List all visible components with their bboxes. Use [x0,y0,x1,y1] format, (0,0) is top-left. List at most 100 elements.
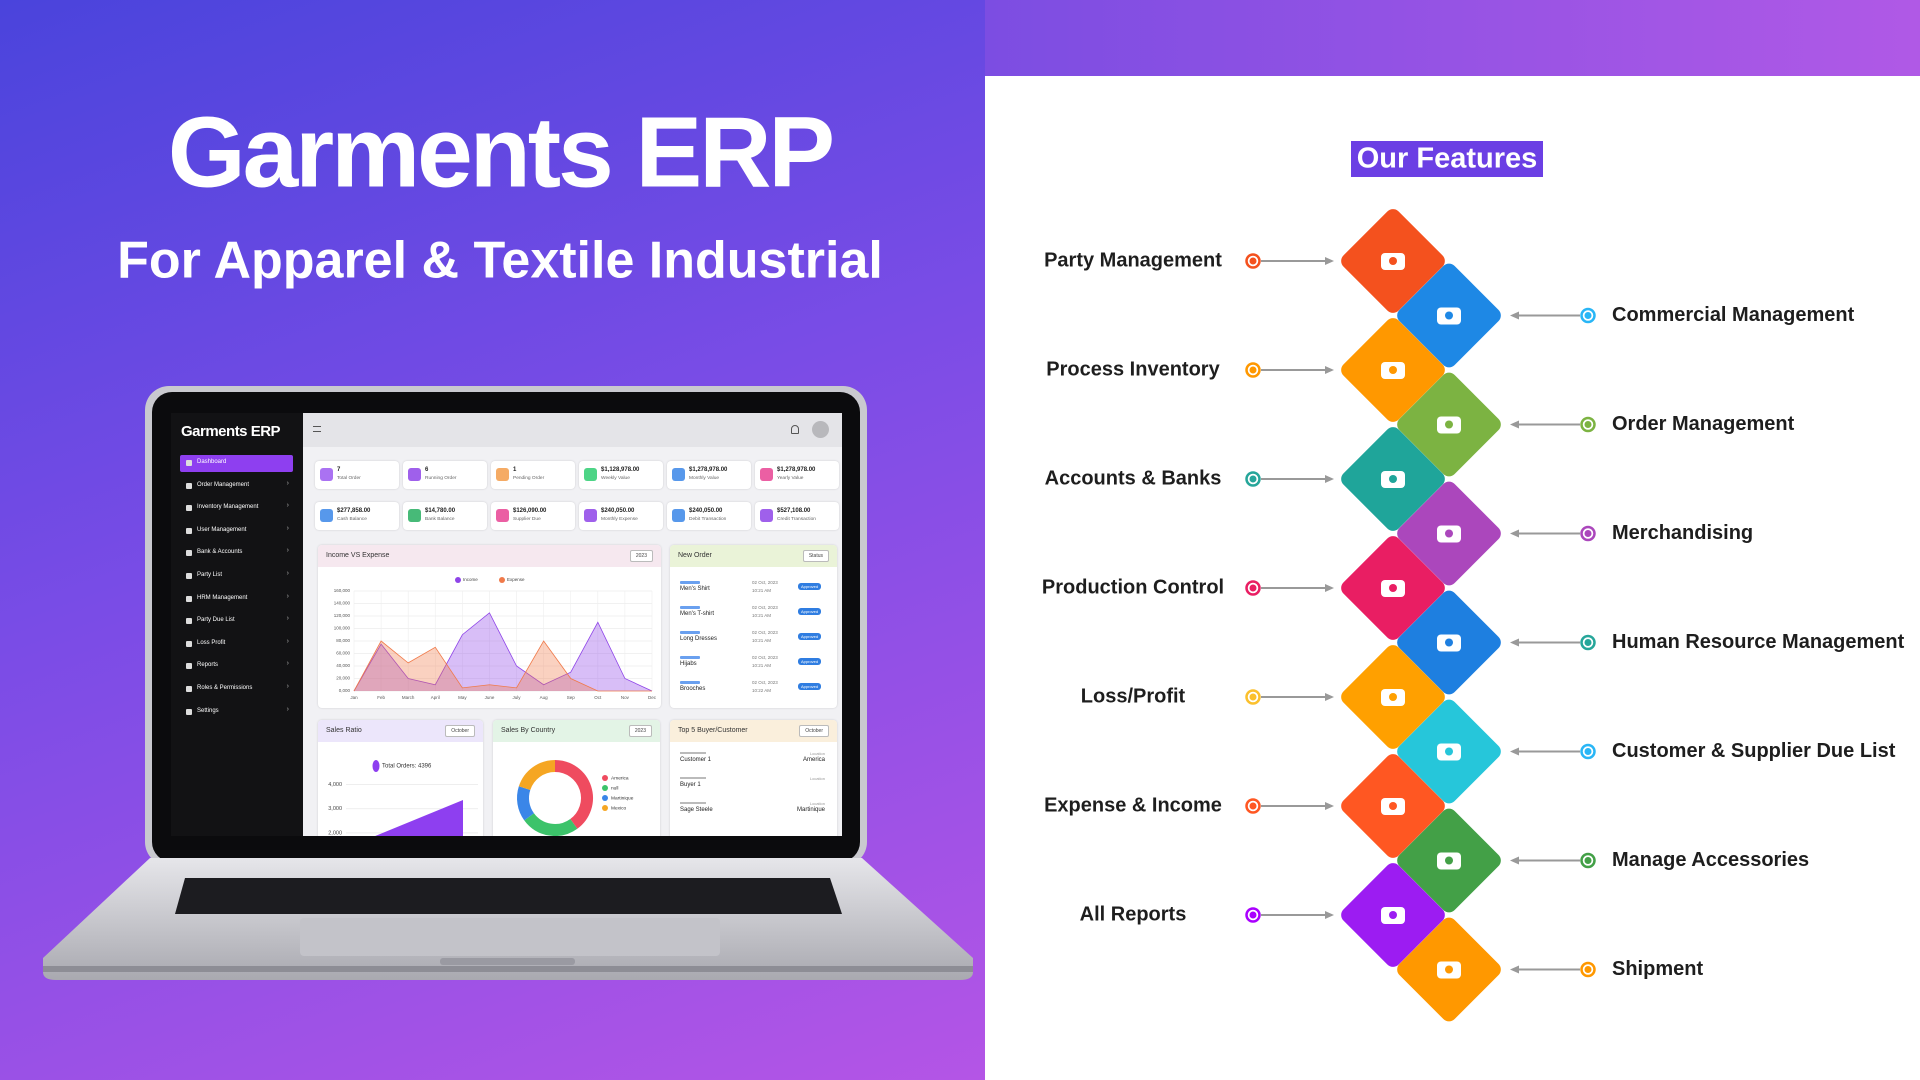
stat-label: Credit Transaction [777,517,816,522]
arrow-head [1325,584,1334,592]
menu-label: Roles & Permissions [197,685,253,691]
country-donut: America null Martinique Mexico [517,760,634,836]
feature-icon [1437,961,1461,979]
feature-label: Party Management [1044,249,1222,271]
dashboard-screen: Garments ERP Dashboard Order Management › In… [171,413,842,836]
panel-filter[interactable]: Status [802,550,829,562]
x-tick-label: June [485,695,495,700]
y-tick-label: 120,000 [334,613,351,618]
panel-filter[interactable]: 2023 [628,725,652,737]
chevron: › [286,637,289,645]
legend-swatch [372,760,380,772]
menu-icon [186,663,192,670]
menu-item[interactable]: Bank & Accounts › [180,545,293,562]
menu-label: Loss Profit [197,639,226,646]
stat-label: Running Order [425,476,457,481]
icon-dot [1445,856,1453,865]
panel-filter[interactable]: October [799,725,829,737]
icon-dot [1445,420,1453,429]
x-tick-label: April [431,695,440,700]
x-tick-label: Sep [567,695,576,700]
stat-value: $277,858.00 [337,508,371,514]
menu-item[interactable]: Order Management › [180,478,293,495]
stat-icon [408,468,421,481]
feature-label: Shipment [1612,958,1703,980]
x-tick-label: Oct [594,695,602,700]
stat-icon [320,509,333,522]
order-time: 10:22 AM [752,688,772,693]
stat-label: Cash Balance [337,517,367,522]
menu-item[interactable]: HRM Management › [180,591,293,608]
panel-title: New Order [678,552,712,559]
arrow-head [1325,911,1334,919]
hero-title: Garments ERP [168,96,833,208]
menu-item[interactable]: Dashboard [180,455,293,472]
stat-card: 6 Running Order [403,461,487,489]
order-time: 10:21 AM [752,588,772,593]
panel-filter[interactable]: October [445,725,475,737]
menu-item[interactable]: Loss Profit › [180,636,293,653]
y-tick-label: 40,000 [336,663,350,668]
menu-item[interactable]: Party List › [180,568,293,585]
x-tick-label: March [402,695,415,700]
stat-value: 6 [425,467,429,473]
menu-item[interactable]: User Management › [180,523,293,540]
menu-icon [186,550,192,557]
menu-icon [186,686,192,692]
stat-icon [320,468,333,481]
x-tick-label: May [458,695,467,700]
buyer-location: Martinique [796,807,825,813]
legend-label: Mexico [611,805,627,811]
order-status: Approved [798,658,822,665]
feature-icon [1381,689,1405,706]
sales-country-panel: Sales By Country 2023 America null Martiniqu… [493,720,660,836]
order-date: 02 Oct, 2023 [752,580,778,585]
legend-swatch [455,577,461,583]
feature-icon [1381,471,1405,488]
location-caption: Location [809,751,825,756]
stat-card: $1,278,978.00 Monthly Value [667,461,751,489]
legend-label: Expense [507,577,525,582]
y-tick-label: 160,000 [334,588,351,593]
avatar [812,421,829,438]
y-tick-label: 3,000 [328,806,342,812]
order-status: Approved [798,683,822,690]
stat-label: Monthly Expense [601,517,638,522]
topbar [303,413,842,447]
stat-icon [408,509,421,522]
panel-filter[interactable]: 2023 [629,550,653,562]
legend-swatch [602,795,608,801]
menu-item[interactable]: Settings › [180,704,293,721]
order-date: 02 Oct, 2023 [752,605,778,610]
feature-icon [1437,634,1461,652]
menu-item[interactable]: Party Due List › [180,613,293,630]
donut-segment [517,786,535,821]
menu-item[interactable]: Inventory Management › [180,500,293,517]
chevron: › [286,547,289,555]
icon-dot [1389,257,1397,265]
stat-icon [584,468,597,481]
feature-icon [1437,525,1461,543]
menu-label: User Management [197,526,247,533]
legend-label: Martinique [611,795,634,801]
icon-dot [1445,965,1453,974]
panel-title: Top 5 Buyer/Customer [678,727,748,734]
menu-icon [186,527,192,534]
menu-label: Order Management [197,481,250,488]
order-id [680,606,700,609]
arrow-head [1510,856,1519,865]
y-tick-label: 0,000 [339,688,351,693]
stat-value: $126,090.00 [513,508,547,514]
stat-value: $527,108.00 [777,508,811,514]
hero-subtitle: For Apparel & Textile Industrial [117,232,883,290]
income-panel: Income VS Expense 2023 0,000 20,000 40,000 60… [318,545,661,708]
panel-header [318,720,483,742]
dot-core [1584,312,1592,319]
chevron: › [286,479,289,487]
menu-item[interactable]: Reports › [180,658,293,675]
stat-value: $1,128,978.00 [601,467,640,473]
panel-title: Sales Ratio [326,727,362,734]
menu-item[interactable]: Roles & Permissions › [180,681,293,698]
dot-core [1249,802,1257,810]
